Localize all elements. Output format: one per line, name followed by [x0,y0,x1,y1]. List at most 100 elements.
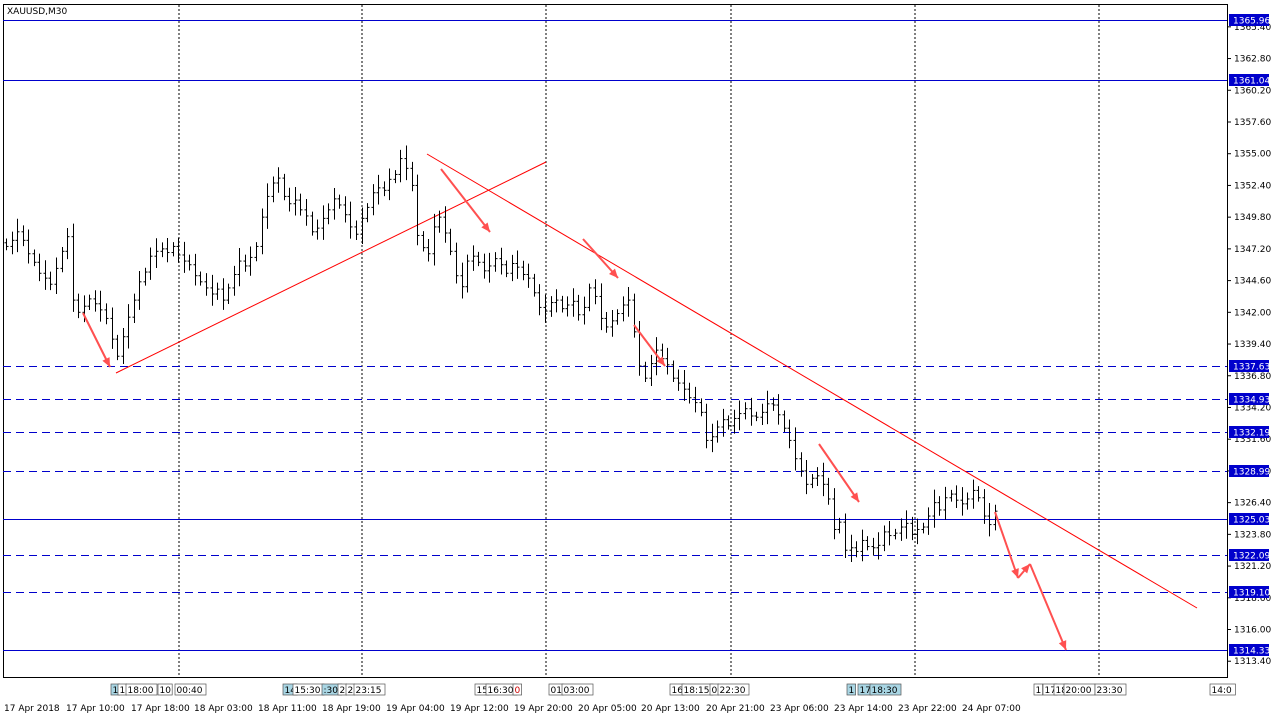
candle [121,328,126,365]
candle [854,541,859,558]
candle [60,247,65,273]
candle [304,198,309,226]
arrow-shaft [994,511,1019,579]
level-price-label: 1314.33 [1233,647,1270,657]
level-price-label: 1319.10 [1233,589,1270,599]
candle [204,273,209,296]
candle [710,423,715,453]
candle [76,293,81,319]
candle [287,187,292,212]
event-marker-box [512,683,522,696]
event-marker-label: 2 [340,686,346,696]
candle [476,251,481,267]
candle [704,403,709,449]
price-tick-label: 1360.20 [1234,86,1271,96]
candle [432,213,437,266]
candle [321,205,326,240]
chart-title: XAUUSD,M30 [7,7,67,17]
level-price-label-box [1229,14,1269,26]
candle [148,247,153,280]
price-tick-label: 1355.00 [1234,150,1271,160]
candle [187,254,192,271]
event-marker-label: 16:30 [488,686,514,696]
candle [293,187,298,216]
event-marker-label: 03:00 [564,686,590,696]
event-marker-box [846,683,856,696]
red-arrow [994,511,1019,579]
candle [782,410,787,433]
candle [10,231,15,255]
candle [960,487,965,516]
candle [571,288,576,317]
candle [499,247,504,275]
chart-plot-area[interactable] [3,4,1228,678]
red-arrow [633,324,666,367]
candle [104,303,109,325]
level-price-label: 1361.04 [1233,77,1270,87]
candle [171,242,176,257]
candle [110,307,115,349]
candle [899,518,904,541]
price-tick-label: 1334.20 [1234,403,1271,413]
event-marker-label: 18 [1056,686,1068,696]
red-arrow [82,312,111,368]
arrow-head [850,492,859,502]
candle [593,279,598,305]
candle [510,254,515,282]
candle [921,522,926,534]
candle [437,210,442,233]
event-marker-label: 1 [849,686,855,696]
price-tick-label: 1321.20 [1234,562,1271,572]
candle [348,201,353,239]
candle [243,254,248,272]
event-marker-label: 14 [285,686,297,696]
price-tick-label: 1357.60 [1234,118,1271,128]
candle [137,270,142,310]
candle [965,492,970,510]
event-marker-label: 18:00 [128,686,154,696]
arrow-head [656,356,665,366]
candle [549,296,554,317]
candle [699,398,704,417]
candle [982,489,987,524]
event-marker-label: 0 [712,686,718,696]
candle [532,273,537,297]
level-price-label: 1337.63 [1233,363,1270,373]
candle [465,254,470,293]
red-arrows [82,168,1067,651]
candle [37,253,42,282]
arrow-shaft [82,312,111,368]
candle [98,290,103,322]
candle [215,282,220,300]
level-price-label-box [1229,74,1269,86]
candle [793,427,798,471]
candle [515,250,520,279]
candle [915,518,920,545]
candle [276,167,281,193]
event-marker-label: 14:0 [1212,686,1232,696]
time-label: 18 Apr 19:00 [322,704,381,714]
event-marker-label: 1 [113,686,119,696]
candle [126,304,131,349]
time-label: 23 Apr 06:00 [770,704,829,714]
candle [404,145,409,181]
event-marker-label: 18:30 [872,686,898,696]
candle [182,241,187,273]
candle [360,207,365,245]
uptrend-line [115,161,547,374]
time-label: 23 Apr 14:00 [834,704,893,714]
time-label: 23 Apr 22:00 [898,704,957,714]
candle [26,229,31,264]
candle [543,294,548,323]
trend-lines [115,153,1198,609]
level-price-label: 1332.19 [1233,429,1270,439]
price-tick-label: 1323.80 [1234,530,1271,540]
event-marker-box [1094,683,1127,696]
candle [821,462,826,497]
arrow-head [1021,564,1030,574]
arrow-head [609,268,618,278]
candle [254,242,259,262]
candle [393,170,398,184]
candle [926,507,931,535]
